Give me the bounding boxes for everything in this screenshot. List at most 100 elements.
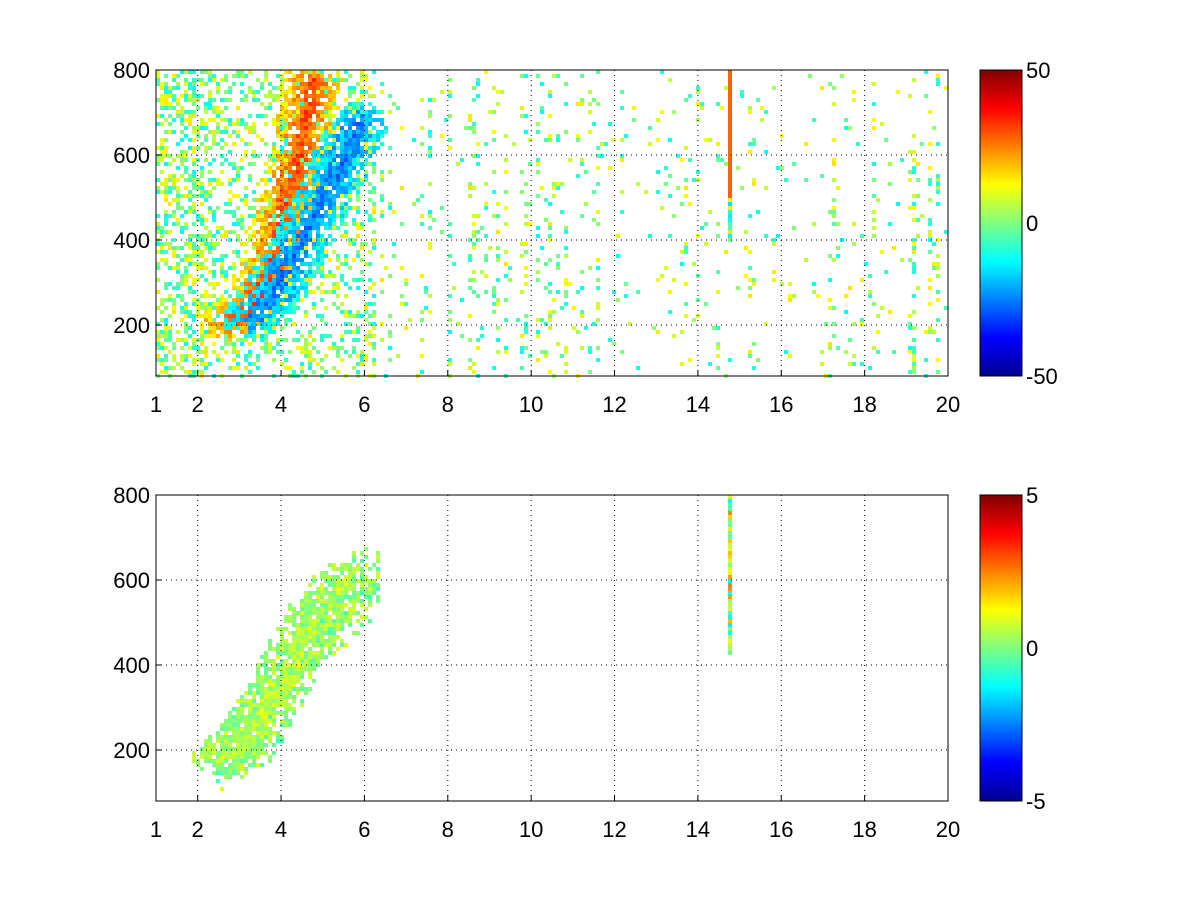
heatmap-cell	[268, 667, 272, 671]
heatmap-cell	[888, 310, 892, 314]
heatmap-cell	[264, 318, 268, 322]
heatmap-cell	[316, 266, 320, 270]
heatmap-cell	[728, 122, 732, 126]
heatmap-cell	[296, 214, 300, 218]
heatmap-cell	[852, 222, 856, 226]
heatmap-cell	[272, 270, 276, 274]
heatmap-cell	[172, 346, 176, 350]
heatmap-cell	[200, 222, 204, 226]
heatmap-cell	[352, 186, 356, 190]
heatmap-cell	[204, 242, 208, 246]
heatmap-cell	[176, 86, 180, 90]
heatmap-cell	[668, 234, 672, 238]
heatmap-cell	[300, 162, 304, 166]
heatmap-cell	[316, 82, 320, 86]
heatmap-cell	[364, 210, 368, 214]
heatmap-cell	[180, 278, 184, 282]
heatmap-cell	[268, 190, 272, 194]
heatmap-cell	[236, 234, 240, 238]
heatmap-cell	[316, 627, 320, 631]
heatmap-cell	[336, 595, 340, 599]
heatmap-cell	[308, 70, 312, 74]
heatmap-cell	[564, 278, 568, 282]
heatmap-cell	[280, 362, 284, 366]
heatmap-cell	[352, 158, 356, 162]
heatmap-cell	[688, 202, 692, 206]
heatmap-cell	[300, 158, 304, 162]
heatmap-cell	[276, 238, 280, 242]
heatmap-cell	[364, 162, 368, 166]
heatmap-cell	[936, 298, 940, 302]
heatmap-cell	[324, 146, 328, 150]
heatmap-cell	[216, 178, 220, 182]
heatmap-cell	[276, 286, 280, 290]
heatmap-cell	[212, 214, 216, 218]
heatmap-cell	[164, 74, 168, 78]
heatmap-cell	[300, 206, 304, 210]
heatmap-cell	[448, 222, 452, 226]
heatmap-cell	[712, 326, 716, 330]
heatmap-cell	[304, 190, 308, 194]
heatmap-cell	[344, 579, 348, 583]
heatmap-cell	[240, 198, 244, 202]
heatmap-cell	[192, 330, 196, 334]
heatmap-cell	[252, 711, 256, 715]
heatmap-cell	[228, 202, 232, 206]
heatmap-cell	[172, 198, 176, 202]
heatmap-cell	[912, 338, 916, 342]
heatmap-cell	[284, 366, 288, 370]
heatmap-cell	[728, 531, 732, 535]
heatmap-cell	[328, 635, 332, 639]
heatmap-cell	[340, 174, 344, 178]
heatmap-cell	[324, 575, 328, 579]
heatmap-cell	[248, 214, 252, 218]
heatmap-cell	[256, 214, 260, 218]
heatmap-cell	[448, 294, 452, 298]
heatmap-cell	[660, 274, 664, 278]
heatmap-cell	[284, 226, 288, 230]
heatmap-cell	[200, 242, 204, 246]
heatmap-cell	[356, 567, 360, 571]
heatmap-cell	[544, 322, 548, 326]
heatmap-cell	[264, 254, 268, 258]
heatmap-cell	[728, 162, 732, 166]
heatmap-cell	[196, 250, 200, 254]
heatmap-cell	[284, 695, 288, 699]
heatmap-cell	[928, 278, 932, 282]
heatmap-cell	[224, 350, 228, 354]
heatmap-cell	[848, 286, 852, 290]
heatmap-cell	[256, 755, 260, 759]
heatmap-cell	[380, 178, 384, 182]
heatmap-cell	[236, 314, 240, 318]
heatmap-cell	[312, 639, 316, 643]
heatmap-cell	[528, 202, 532, 206]
heatmap-cell	[304, 90, 308, 94]
heatmap-cell	[272, 691, 276, 695]
heatmap-cell	[360, 178, 364, 182]
heatmap-cell	[356, 174, 360, 178]
heatmap-cell	[340, 126, 344, 130]
heatmap-cell	[212, 98, 216, 102]
heatmap-cell	[272, 206, 276, 210]
heatmap-cell	[244, 294, 248, 298]
heatmap-cell	[452, 262, 456, 266]
heatmap-cell	[524, 242, 528, 246]
heatmap-cell	[264, 274, 268, 278]
heatmap-cell	[224, 310, 228, 314]
heatmap-cell	[612, 342, 616, 346]
heatmap-cell	[744, 274, 748, 278]
heatmap-cell	[312, 326, 316, 330]
heatmap-cell	[240, 314, 244, 318]
heatmap-cell	[744, 246, 748, 250]
heatmap-cell	[548, 370, 552, 374]
heatmap-cell	[284, 671, 288, 675]
heatmap-cell	[288, 186, 292, 190]
heatmap-cell	[224, 130, 228, 134]
heatmap-cell	[556, 254, 560, 258]
heatmap-cell	[452, 286, 456, 290]
heatmap-cell	[236, 218, 240, 222]
x-tick-label: 18	[852, 392, 876, 417]
heatmap-cell	[408, 318, 412, 322]
heatmap-cell	[360, 166, 364, 170]
heatmap-cell	[156, 146, 160, 150]
